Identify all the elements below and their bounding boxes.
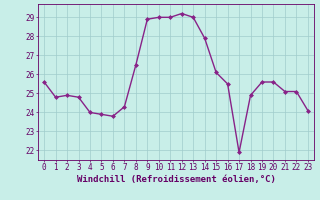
X-axis label: Windchill (Refroidissement éolien,°C): Windchill (Refroidissement éolien,°C) [76,175,276,184]
